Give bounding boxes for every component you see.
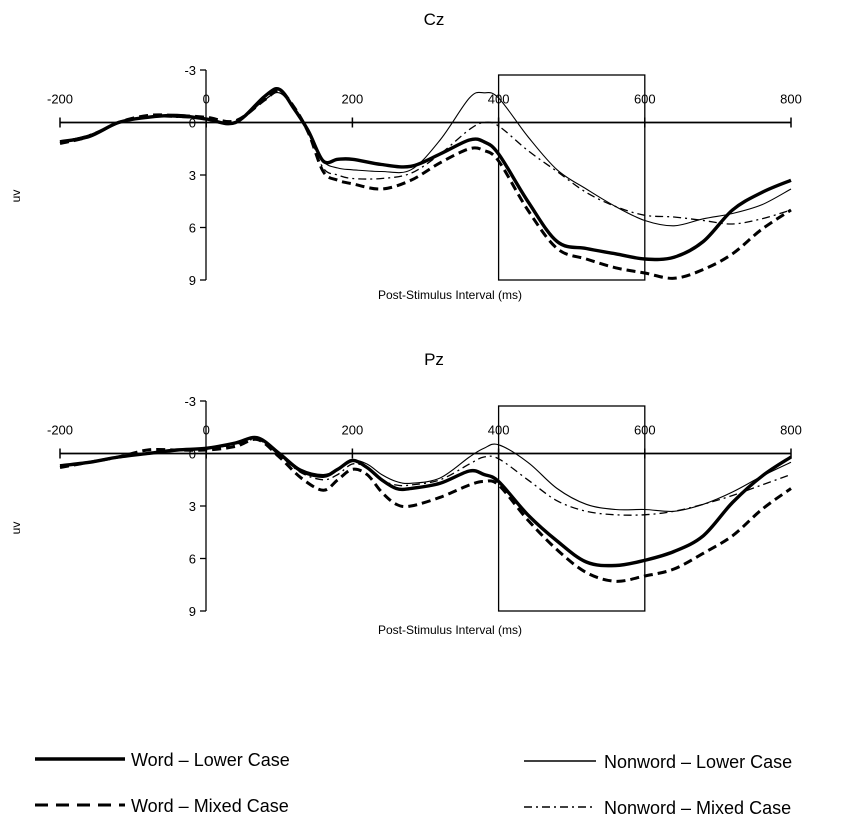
x-tick-label: 0 [203,423,210,438]
y-axis-label: uv [9,522,23,535]
x-tick-label: -200 [47,423,73,438]
legend-item-nonword-lower-case: Nonword – Lower Case [524,752,792,772]
x-axis-label: Post-Stimulus Interval (ms) [378,623,522,637]
x-tick-label: 200 [342,423,364,438]
x-axis-label: Post-Stimulus Interval (ms) [378,288,522,302]
x-tick-label: 600 [634,423,656,438]
x-tick-label: 600 [634,92,656,107]
legend-item-nonword-mixed-case: Nonword – Mixed Case [524,798,791,818]
x-tick-label: 400 [488,92,510,107]
chart-title: Cz [424,10,445,29]
series-line-word-mixed-case [59,89,792,280]
series-line-nonword-mixed-case [59,438,792,516]
x-tick-label: 400 [488,423,510,438]
series-line-nonword-mixed-case [59,91,792,225]
y-tick-label: 3 [189,168,196,183]
x-tick-label: 800 [780,423,802,438]
y-tick-label: -3 [184,394,196,409]
pz-chart-panel: Pz uv Post-Stimulus Interval (ms) -3 0 3 6 9… [9,350,802,637]
legend-item-word-lower-case: Word – Lower Case [35,750,290,770]
x-tick-label: 200 [342,92,364,107]
x-tick-label: 0 [203,92,210,107]
legend-label: Nonword – Mixed Case [604,798,791,818]
y-tick-label: 9 [189,604,196,619]
highlight-window-box [497,74,646,281]
y-tick-label: 3 [189,499,196,514]
y-axis-label: uv [9,190,23,203]
chart-title: Pz [424,350,444,369]
legend: Word – Lower Case Nonword – Lower Case Wor… [35,750,792,818]
y-tick-label: -3 [184,63,196,78]
x-tick-label: 800 [780,92,802,107]
legend-label: Nonword – Lower Case [604,752,792,772]
legend-label: Word – Mixed Case [131,796,289,816]
series-line-word-mixed-case [59,437,792,583]
highlight-window-box [497,405,646,612]
legend-label: Word – Lower Case [131,750,290,770]
y-tick-label: 6 [189,552,196,567]
x-tick-label: -200 [47,92,73,107]
series-line-nonword-lower-case [59,436,792,513]
cz-chart-panel: Cz uv Post-Stimulus Interval (ms) -3 0 3 6 9… [9,10,802,302]
y-tick-label: 9 [189,273,196,288]
series-line-nonword-lower-case [59,91,792,227]
legend-item-word-mixed-case: Word – Mixed Case [35,796,289,816]
y-tick-label: 6 [189,221,196,236]
